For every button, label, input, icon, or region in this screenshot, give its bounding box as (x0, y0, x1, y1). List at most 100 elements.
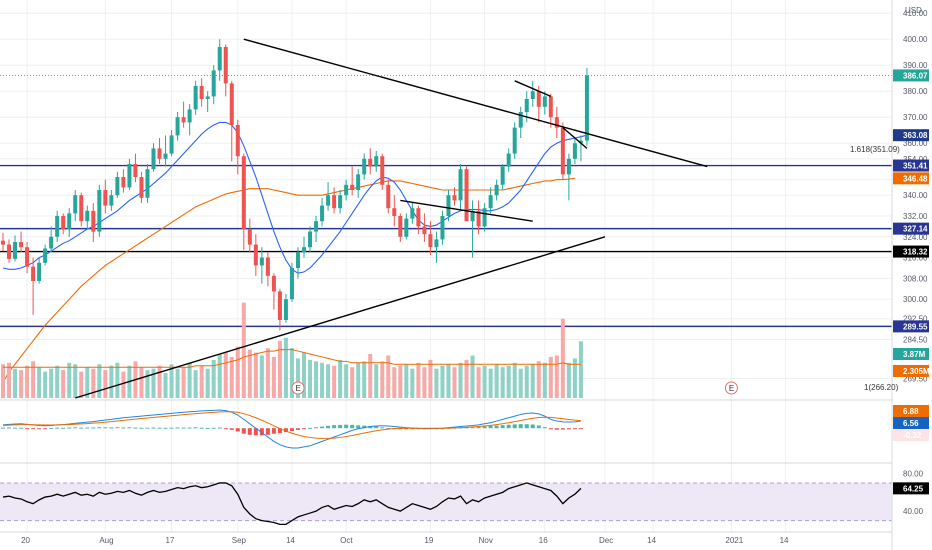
candle-body (61, 216, 66, 229)
volume-bar (295, 358, 300, 398)
volume-bar (464, 359, 469, 398)
candle-body (289, 268, 294, 300)
volume-bar (13, 368, 18, 398)
volume-bar (121, 371, 126, 398)
macd-histogram-bar (410, 428, 415, 430)
candle-body (404, 218, 409, 237)
volume-bar (283, 337, 288, 398)
time-axis[interactable]: 20 Aug 17 Sep 14 Oct 19 Nov 16 Dec 14 2021 14 (21, 536, 789, 545)
macd-histogram-bar (175, 427, 180, 429)
moving-average-label: 363.08 (903, 131, 928, 140)
candle-body (187, 109, 192, 123)
macd-histogram-bar (536, 425, 541, 429)
volume-bar (229, 356, 234, 398)
volume-bar (572, 358, 577, 398)
macd-histogram-bar (127, 427, 132, 429)
volume-bar (97, 364, 102, 398)
volume-bar (199, 365, 204, 398)
earnings-marker-icon[interactable] (724, 381, 738, 395)
volume-bar (163, 373, 168, 398)
time-tick-label: 16 (539, 536, 548, 545)
candle-body (55, 216, 60, 237)
price-tick-label: 308.00 (903, 274, 928, 283)
volume-bar (578, 341, 583, 398)
macd-histogram-bar (235, 428, 240, 432)
level-badge (893, 245, 929, 258)
trend-lines[interactable] (75, 38, 708, 399)
horizontal-levels[interactable] (0, 75, 892, 328)
candle-body (380, 156, 385, 185)
trend-line[interactable] (562, 127, 588, 149)
fib-extension-label: 1.618(351.09) (850, 145, 900, 154)
candle-body (470, 210, 475, 222)
candle-body (295, 252, 300, 268)
volume-bar (338, 359, 343, 398)
candle-body (265, 257, 270, 276)
level-badge (893, 320, 929, 333)
volume-bar (277, 340, 282, 398)
candle-body (386, 184, 391, 209)
volume-bar (187, 362, 192, 398)
candle-body (578, 140, 583, 144)
candle-body (277, 291, 282, 320)
macd-value-badge (893, 417, 929, 429)
macd-histogram-bar (223, 428, 228, 430)
rsi-line (2, 482, 582, 526)
volume-bar (217, 354, 222, 398)
macd-histogram-bar (163, 427, 168, 429)
price-axis[interactable]: USD 269.50 284.50 292.50 300.00 308.00 316.00… (903, 6, 928, 384)
trend-line[interactable] (243, 38, 708, 168)
volume-average-badge (893, 365, 929, 377)
time-tick-label: Oct (340, 536, 353, 545)
candle-body (253, 244, 258, 266)
macd-histogram-bar (43, 428, 48, 430)
macd-histogram-bar (338, 424, 343, 429)
level-label: 318.32 (903, 248, 928, 257)
candle-body (530, 91, 535, 99)
volume-bar (536, 361, 541, 398)
time-tick-label: Aug (99, 536, 113, 545)
macd-histogram-bar (476, 426, 481, 429)
macd-histogram-bar (380, 427, 385, 429)
macd-histogram-bar (548, 428, 553, 430)
earnings-marker-icon[interactable] (291, 381, 305, 395)
macd-histogram-bar (283, 428, 288, 433)
trend-line[interactable] (514, 80, 552, 98)
currency-label: USD (905, 6, 922, 15)
candle-body (49, 236, 54, 249)
volume-bar (500, 367, 505, 398)
rsi-panel[interactable]: 40.00 80.00 64.25 (0, 470, 929, 526)
candle-body (350, 184, 355, 190)
candle-body (434, 239, 439, 248)
candle-body (560, 127, 565, 175)
volume-bar (79, 371, 84, 398)
macd-panel[interactable]: 6.88 6.56 -0.32 (1, 405, 929, 449)
candle-body (332, 195, 337, 209)
volume-bar (326, 364, 331, 398)
macd-histogram-bar (356, 425, 361, 429)
volume-bar (169, 364, 174, 398)
macd-histogram-bar (217, 427, 222, 429)
candle-body (37, 262, 42, 281)
volume-bar (554, 355, 559, 398)
volume-bar (253, 352, 258, 398)
macd-histogram-bar (271, 428, 276, 434)
candle-body (13, 242, 18, 259)
trend-line[interactable] (400, 199, 533, 222)
rsi-value-label: 64.25 (903, 484, 924, 493)
volume-bar (524, 365, 529, 398)
fib-base-label: 1(266.20) (864, 383, 899, 392)
volume-bar (109, 365, 114, 398)
volume-bar (374, 364, 379, 398)
volume-bar (410, 368, 415, 398)
volume-bar (139, 367, 144, 398)
macd-histogram-bar (362, 425, 367, 429)
trend-line[interactable] (75, 236, 606, 399)
volume-bar (61, 370, 66, 398)
price-tick-label: 410.00 (903, 9, 928, 18)
volume-bar (73, 364, 78, 398)
candle-body (356, 174, 361, 190)
